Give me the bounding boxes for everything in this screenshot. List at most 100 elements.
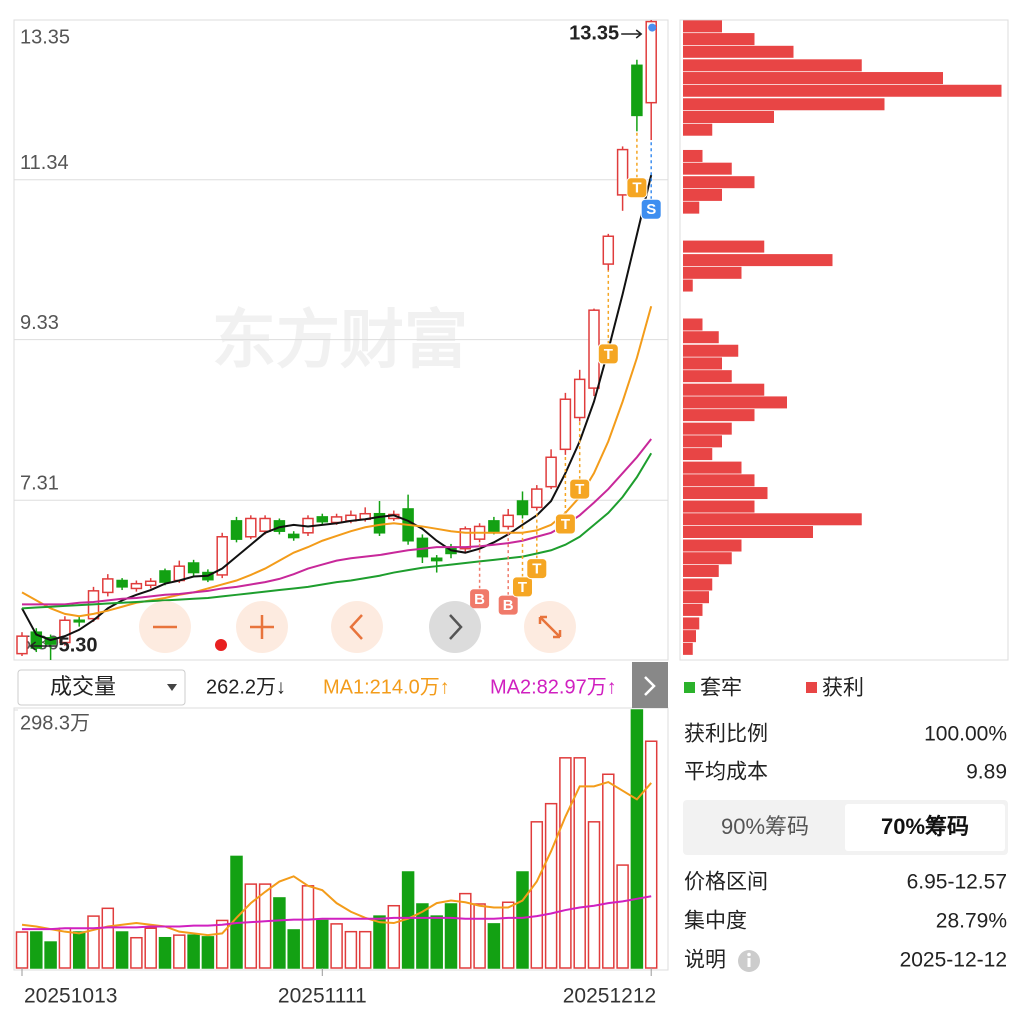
ma-line	[22, 438, 652, 606]
chip-bar	[683, 383, 765, 396]
tab-label[interactable]: 90%筹码	[721, 814, 809, 839]
chip-bar	[683, 98, 885, 111]
dropdown-icon	[167, 684, 177, 691]
chip-bar	[683, 591, 709, 604]
volume-bar	[215, 919, 229, 969]
icon	[644, 676, 656, 696]
volume-bar	[273, 897, 286, 969]
chip-bar	[683, 539, 742, 552]
min-arrow	[29, 641, 57, 651]
legend-entry: MA1:214.0万↑	[323, 676, 450, 698]
icon	[449, 614, 463, 640]
candle-body	[230, 520, 243, 540]
chip-bar	[683, 149, 703, 162]
volume-bar	[101, 907, 115, 969]
volume-bar	[301, 885, 315, 969]
chip-bar	[683, 201, 700, 214]
volume-bar	[501, 901, 515, 969]
stat-label: 平均成本	[684, 761, 768, 784]
chip-bar	[683, 176, 755, 189]
signal-label: T	[518, 579, 527, 596]
stat-value: 9.89	[966, 761, 1007, 784]
candle-body	[573, 378, 586, 419]
chip-bar	[683, 617, 700, 630]
signal-label: T	[561, 516, 570, 533]
volume-bar	[130, 936, 143, 969]
volume-bar	[44, 941, 57, 969]
volume-bar	[602, 773, 615, 969]
info-icon-dot	[747, 952, 751, 957]
detail-value: 6.95-12.57	[907, 871, 1007, 894]
chip-bar	[683, 331, 719, 344]
candle-body	[516, 500, 529, 516]
chip-bar	[683, 279, 693, 292]
stat-label: 获利比例	[684, 723, 768, 746]
icon	[250, 615, 274, 639]
expand-button[interactable]	[632, 662, 668, 708]
tab-active[interactable]	[845, 804, 1005, 851]
candle-body	[187, 562, 200, 574]
candle-body	[631, 64, 643, 117]
signal-marker	[597, 343, 619, 365]
volume-bar	[115, 931, 129, 969]
candle-body	[316, 516, 329, 523]
volume-bar	[258, 883, 272, 969]
chip-bar	[683, 642, 693, 655]
y-tick-label: 7.31	[20, 472, 59, 494]
chip-bar	[683, 84, 1002, 97]
x-tick-label: 20251212	[563, 985, 656, 1008]
legend-label: 套牢	[700, 677, 742, 700]
candle-body	[559, 398, 572, 451]
legend-swatch	[684, 682, 695, 693]
right-button[interactable]	[429, 601, 481, 653]
volume-bar	[72, 931, 86, 969]
chip-bar	[683, 357, 722, 370]
chip-bar	[683, 318, 703, 331]
legend-swatch	[806, 682, 817, 693]
info-icon-bar	[747, 958, 751, 967]
candle-body	[59, 619, 71, 644]
volume-bar	[444, 903, 458, 969]
chip-bar	[683, 72, 943, 85]
left-button[interactable]	[331, 601, 383, 653]
chip-bar	[683, 162, 732, 175]
volume-bar	[459, 892, 472, 969]
tab-label[interactable]: 70%筹码	[881, 814, 969, 839]
volume-frame	[13, 707, 669, 971]
chart-controls	[139, 601, 576, 653]
volume-current: 262.2万↓	[206, 676, 286, 698]
y-tick-label: 298.3万	[20, 712, 90, 734]
candle-body	[245, 517, 257, 538]
indicator-select[interactable]	[17, 669, 186, 706]
volume-bar	[344, 930, 358, 969]
candle-body	[645, 20, 657, 104]
candle-body	[259, 517, 271, 532]
signal-marker	[569, 478, 591, 500]
chip-bar	[683, 409, 755, 422]
volume-bar	[144, 927, 157, 969]
signal-marker	[512, 576, 533, 598]
volume-bar	[616, 864, 629, 969]
chip-bar	[683, 254, 833, 267]
volume-bar	[559, 757, 572, 969]
ma-line	[21, 452, 653, 610]
legend-entry: MA2:82.97万↑	[490, 676, 617, 698]
candle-body	[73, 619, 85, 623]
volume-bar	[473, 903, 486, 969]
candle-body	[459, 528, 472, 550]
signal-label: T	[575, 481, 584, 498]
chip-bar	[683, 20, 722, 33]
volume-bar	[330, 923, 343, 969]
signal-marker	[469, 588, 491, 610]
volume-bar	[173, 934, 186, 969]
x-tick-label: 20251111	[278, 985, 367, 1008]
volume-bar	[573, 757, 586, 969]
volume-bar	[316, 919, 329, 969]
volume-bar	[544, 802, 558, 969]
candle-body	[102, 578, 114, 594]
chip-bar	[683, 448, 713, 461]
candle-body	[116, 579, 128, 588]
signal-marker	[626, 177, 648, 199]
